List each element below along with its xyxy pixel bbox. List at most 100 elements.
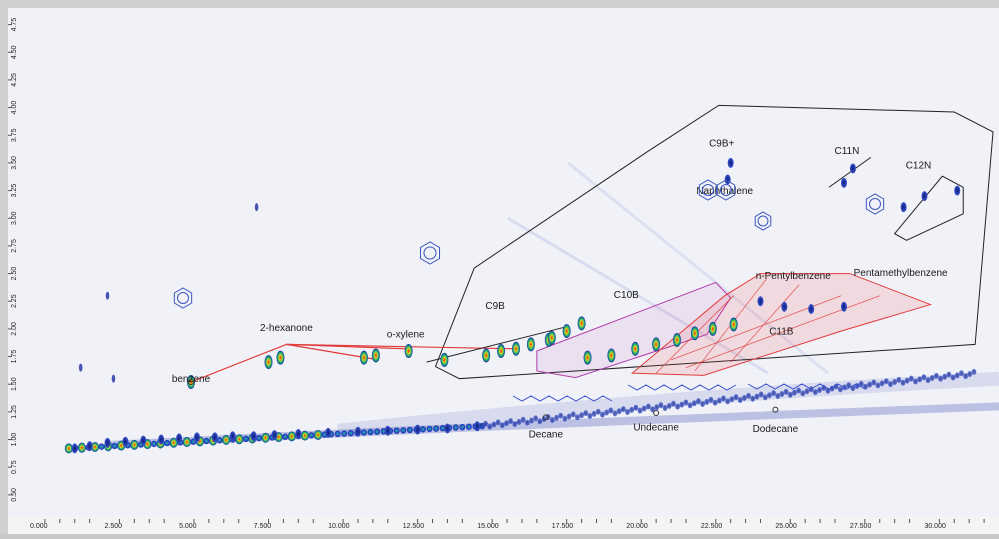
annotation-label: Naphthalene (696, 186, 753, 197)
alkane-peak (696, 398, 701, 405)
alkane-peak (712, 399, 718, 406)
x-axis-svg: 0.000 2.500 5.000 7.500 10.000 12.500 15.000 17… (30, 519, 985, 530)
alkane-peak (654, 404, 660, 411)
alkane-peak (616, 408, 622, 415)
alkane-peak (164, 439, 171, 447)
trend-line (685, 295, 880, 368)
y-tick-label: 2.75 (11, 239, 18, 253)
alkane-peak (658, 402, 664, 409)
minor-peak (105, 291, 110, 300)
connector-line (286, 343, 517, 350)
compound-peak (562, 324, 571, 339)
alkane-peak (452, 424, 459, 431)
y-tick-label: 0.75 (11, 460, 18, 474)
trend-c11n (828, 156, 872, 188)
minor-peak (254, 203, 259, 212)
alkane-peak (314, 429, 323, 440)
alkane-peak (725, 398, 731, 405)
alkane-peak (908, 375, 914, 382)
compound-peak (526, 337, 535, 352)
compound-peak (264, 355, 273, 370)
alkane-peak (971, 368, 977, 375)
alkane-peak (516, 418, 522, 425)
y-tick-label: 4.25 (11, 73, 18, 87)
alkane-peak (287, 431, 296, 442)
alkane-peak (300, 430, 309, 441)
alkane-peak (675, 403, 680, 410)
alkane-peak (495, 419, 501, 426)
alkane-peak (499, 422, 505, 429)
alkane-peak (583, 410, 589, 417)
y-tick-label: 1.50 (11, 377, 18, 391)
compound-peak (325, 427, 332, 438)
alkane-peak (575, 414, 580, 421)
y-tick-label: 2.00 (11, 322, 18, 336)
alkane-peak (716, 397, 722, 404)
compound-peak (511, 341, 520, 356)
x-tick-label: 25.000 (775, 523, 797, 530)
alkane-peak (64, 443, 73, 454)
alkane-peak (946, 371, 952, 378)
alkane-peak (308, 432, 315, 439)
y-tick-label: 1.00 (11, 433, 18, 447)
plot-area[interactable]: benzene 2-hexanone o-xylene C9B C10B C9B+ Naph… (8, 8, 999, 517)
alkane-peak (400, 427, 407, 434)
annotation-label: Pentamethylbenzene (854, 268, 948, 279)
alkane-peak (554, 414, 559, 421)
alkane-peak (90, 441, 99, 452)
alkane-peak (487, 423, 493, 430)
alkane-peak (721, 395, 726, 402)
alkane-peak (633, 404, 639, 411)
background-band (337, 371, 999, 438)
alkane-peak (98, 443, 105, 450)
compound-peak (900, 202, 907, 213)
compound-peak (849, 163, 856, 174)
compound-peak (440, 352, 449, 367)
x-axis: 0.000 2.500 5.000 7.500 10.000 12.500 15.000 17… (8, 517, 999, 534)
alkane-peak (426, 425, 433, 433)
naphthalene-icon (698, 179, 718, 201)
alkane-peak (459, 423, 466, 431)
compound-peak (359, 350, 368, 365)
gcxgc-contour-plot[interactable]: benzene2-hexanoneo-xyleneC9BC10BC9B+Naph… (8, 8, 999, 517)
streak (567, 161, 829, 375)
benzene-icon (173, 287, 193, 309)
alkane-peak (683, 399, 689, 406)
decane-structure (512, 395, 613, 402)
alkane-peak (637, 407, 643, 414)
alkane-peak (512, 420, 518, 427)
alkane-peak (235, 434, 244, 445)
alkane-peak (520, 416, 526, 423)
region-c9b-plus (434, 104, 994, 380)
region-c12n (893, 175, 964, 241)
annotation-label: Undecane (633, 423, 679, 434)
annotation-label: o-xylene (387, 330, 425, 341)
alkane-peak (439, 425, 446, 432)
compound-peak (757, 296, 764, 307)
alkane-peak (662, 405, 668, 412)
y-tick-label: 3.50 (11, 156, 18, 170)
alkane-peak (933, 372, 939, 379)
alkane-peak (804, 388, 810, 395)
alkane-peak (524, 419, 530, 426)
pentamethylbenzene-icon-inner (869, 198, 881, 210)
dodecane-structure (747, 383, 866, 390)
alkane-peak (282, 433, 289, 440)
alkane-peak (465, 423, 472, 430)
alkane-peak (904, 377, 910, 384)
alkane-peak (900, 379, 906, 386)
compound-peak (140, 435, 147, 446)
alkane-peak (641, 405, 647, 412)
x-tick-label: 10.000 (328, 523, 350, 530)
xylene-icon (419, 241, 441, 265)
compound-peak (211, 432, 218, 443)
pentamethylbenzene-icon (865, 193, 885, 215)
naphthalene-icon-2 (716, 179, 736, 201)
leader-dot (542, 414, 549, 421)
alkane-peak (963, 373, 969, 380)
alkane-peak (896, 376, 902, 383)
alkane-peak (406, 426, 413, 434)
leader-dot (653, 409, 660, 416)
compound-peak (631, 341, 640, 356)
alkane-peak (871, 379, 877, 386)
